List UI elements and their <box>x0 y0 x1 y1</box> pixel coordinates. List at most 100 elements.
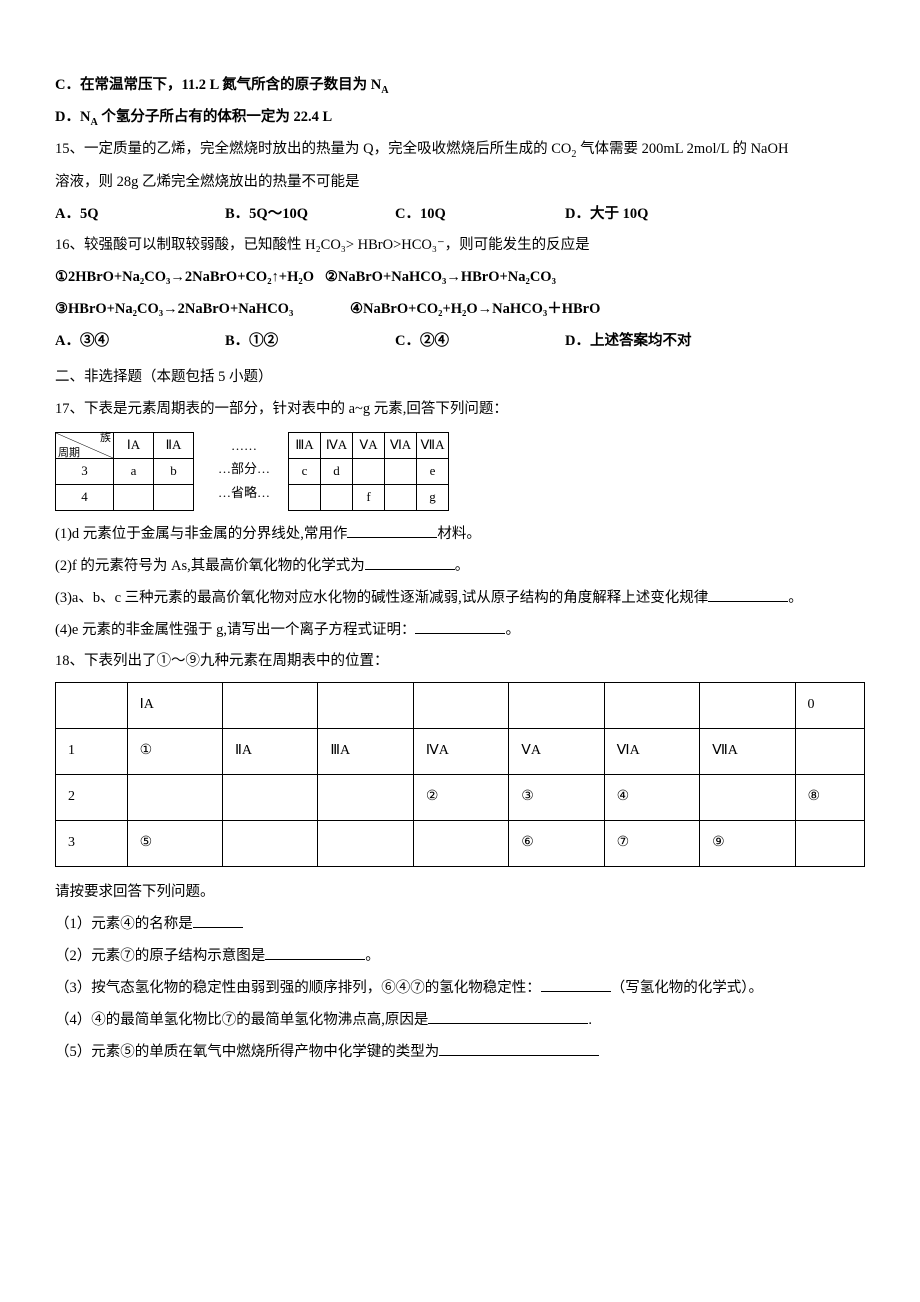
q18-empty <box>56 683 128 729</box>
q17-empty <box>321 484 353 510</box>
q17-diag-cell: 族 周期 <box>56 432 114 458</box>
q17-empty <box>353 458 385 484</box>
q16-r2: ②NaBrO+NaHCO₃→HBrO+Na₂CO₃ <box>325 269 556 285</box>
blank <box>415 633 505 634</box>
q17-sub3: (3)a、b、c 三种元素的最高价氧化物对应水化物的碱性逐渐减弱,试从原子结构的… <box>55 583 865 615</box>
q18-sub5: （5）元素⑤的单质在氧气中燃烧所得产物中化学键的类型为 <box>55 1037 865 1069</box>
blank <box>439 1055 599 1056</box>
q17-mid: …… …部分… …省略… <box>194 432 288 504</box>
q18-empty <box>318 821 413 867</box>
q17-sub1: (1)d 元素位于金属与非金属的分界线处,常用作材料。 <box>55 519 865 551</box>
q17-sub4: (4)e 元素的非金属性强于 g,请写出一个离子方程式证明： 。 <box>55 615 865 647</box>
q18-empty <box>318 775 413 821</box>
q17-s4: (4)e 元素的非金属性强于 g,请写出一个离子方程式证明： <box>55 622 415 638</box>
blank <box>265 959 365 960</box>
q18-empty <box>222 775 317 821</box>
q18-row2: 2 <box>56 775 128 821</box>
q17-IA: ⅠA <box>114 432 154 458</box>
q16-opt-d: D．上述答案均不对 <box>565 326 735 358</box>
option-c: C．在常温常压下，11.2 L 氮气所含的原子数目为 NA <box>55 70 865 102</box>
q18-empty <box>700 683 795 729</box>
q16-opt-b: B．①② <box>225 326 395 358</box>
q18-c4: ④ <box>604 775 699 821</box>
option-d: D．NA 个氢分子所占有的体积一定为 22.4 L <box>55 102 865 134</box>
option-c-text: C．在常温常压下，11.2 L 氮气所含的原子数目为 N <box>55 77 381 93</box>
q17-g: g <box>417 484 449 510</box>
q15-opt-c: C．10Q <box>395 199 565 231</box>
q18-s3: （3）按气态氢化物的稳定性由弱到强的顺序排列，⑥④⑦的氢化物稳定性： <box>55 980 541 996</box>
q17-empty <box>114 484 154 510</box>
q17-table-right: ⅢA ⅣA ⅤA ⅥA ⅦA c d e f g <box>288 432 449 511</box>
q18-VA: ⅤA <box>509 729 604 775</box>
q18-empty <box>604 683 699 729</box>
q15-options: A．5Q B．5Q～10Q C．10Q D．大于 10Q <box>55 199 865 231</box>
blank <box>193 927 243 928</box>
q18-sub2: （2）元素⑦的原子结构示意图是。 <box>55 941 865 973</box>
q18-empty <box>795 821 864 867</box>
q17-VIIA: ⅦA <box>417 432 449 458</box>
q17-a: a <box>114 458 154 484</box>
q18-c3: ③ <box>509 775 604 821</box>
q18-c9: ⑨ <box>700 821 795 867</box>
q17-stem: 17、下表是元素周期表的一部分，针对表中的 a~g 元素,回答下列问题： <box>55 394 865 426</box>
q18-s2: （2）元素⑦的原子结构示意图是 <box>55 948 265 964</box>
q18-c5: ⑤ <box>127 821 222 867</box>
q17-s1: (1)d 元素位于金属与非金属的分界线处,常用作 <box>55 526 347 542</box>
q17-period-4: 4 <box>56 484 114 510</box>
q15-stem-2: 溶液，则 28g 乙烯完全燃烧放出的热量不可能是 <box>55 167 865 199</box>
q17-empty <box>154 484 194 510</box>
q18-c1: ① <box>127 729 222 775</box>
q18-stem: 18、下表列出了①～⑨九种元素在周期表中的位置： <box>55 646 865 678</box>
q15-opt-a: A．5Q <box>55 199 225 231</box>
q17-sub2: (2)f 的元素符号为 As,其最高价氧化物的化学式为。 <box>55 551 865 583</box>
q17-IIA: ⅡA <box>154 432 194 458</box>
q17-IIIA: ⅢA <box>289 432 321 458</box>
q17-table-wrap: 族 周期 ⅠA ⅡA 3 a b 4 …… …部分… …省略… ⅢA ⅣA ⅤA… <box>55 432 865 511</box>
blank <box>365 569 455 570</box>
q17-zu: 族 <box>100 431 111 445</box>
q18-row3: 3 <box>56 821 128 867</box>
q18-s3-tail: （写氢化物的化学式）。 <box>611 980 763 996</box>
q17-dots: …… <box>218 434 270 457</box>
q18-sub3: （3）按气态氢化物的稳定性由弱到强的顺序排列，⑥④⑦的氢化物稳定性： （写氢化物的… <box>55 973 865 1005</box>
q18-empty <box>318 683 413 729</box>
q15-opt-d: D．大于 10Q <box>565 199 735 231</box>
q16-opt-a: A．③④ <box>55 326 225 358</box>
q18-s1: （1）元素④的名称是 <box>55 916 193 932</box>
q16-reactions-2: ③HBrO+Na₂CO₃→2NaBrO+NaHCO₃④NaBrO+CO₂+H₂O… <box>55 294 865 326</box>
q17-c: c <box>289 458 321 484</box>
section-2-heading: 二、非选择题（本题包括 5 小题） <box>55 362 865 394</box>
q17-empty <box>385 458 417 484</box>
q17-IVA: ⅣA <box>321 432 353 458</box>
q16-stem: 16、较强酸可以制取较弱酸，已知酸性 H₂CO₃> HBrO>HCO₃⁻，则可能… <box>55 230 865 262</box>
q18-s5: （5）元素⑤的单质在氧气中燃烧所得产物中化学键的类型为 <box>55 1044 439 1060</box>
q16-options: A．③④ B．①② C．②④ D．上述答案均不对 <box>55 326 865 358</box>
q16-opt-c: C．②④ <box>395 326 565 358</box>
q17-zq: 周期 <box>58 446 80 460</box>
q15-stem-a: 15、一定质量的乙烯，完全燃烧时放出的热量为 Q，完全吸收燃烧后所生成的 CO <box>55 141 571 157</box>
q17-empty <box>289 484 321 510</box>
q18-row1: 1 <box>56 729 128 775</box>
q18-IA: ⅠA <box>127 683 222 729</box>
blank <box>541 991 611 992</box>
q17-s4-tail: 。 <box>505 622 520 638</box>
q18-IVA: ⅣA <box>413 729 508 775</box>
q16-r3: ③HBrO+Na₂CO₃→2NaBrO+NaHCO₃ <box>55 294 350 326</box>
q16-r4: ④NaBrO+CO₂+H₂O→NaHCO₃＋HBrO <box>350 301 600 317</box>
q17-f: f <box>353 484 385 510</box>
q18-after: 请按要求回答下列问题。 <box>55 877 865 909</box>
q17-empty <box>385 484 417 510</box>
q17-s3-tail: 。 <box>788 590 803 606</box>
q17-part: …部分… <box>218 457 270 480</box>
q18-c7: ⑦ <box>604 821 699 867</box>
q18-empty <box>222 821 317 867</box>
q18-IIIA: ⅢA <box>318 729 413 775</box>
q18-VIA: ⅥA <box>604 729 699 775</box>
q18-empty <box>222 683 317 729</box>
q16-r1: ①2HBrO+Na₂CO₃→2NaBrO+CO₂↑+H₂O <box>55 269 314 285</box>
q18-sub1: （1）元素④的名称是 <box>55 909 865 941</box>
option-d-sub: A <box>90 117 97 128</box>
q15-stem-b: 气体需要 200mL 2mol/L 的 NaOH <box>576 141 788 157</box>
option-d-text: D．N <box>55 109 90 125</box>
q18-empty <box>127 775 222 821</box>
